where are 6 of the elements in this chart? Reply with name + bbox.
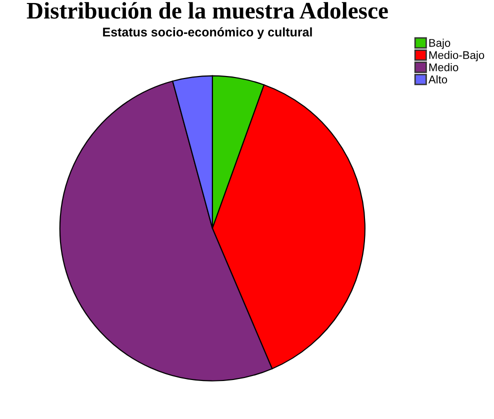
legend-label: Medio — [429, 63, 458, 72]
legend-label: Alto — [428, 75, 448, 84]
legend-label: Medio-Bajo — [429, 50, 484, 62]
chart-subtitle: Estatus socio-económico y cultural — [103, 27, 312, 39]
chart-title: Distribución de la muestra Adolesce — [26, 2, 388, 19]
legend-label: Bajo — [429, 38, 450, 50]
